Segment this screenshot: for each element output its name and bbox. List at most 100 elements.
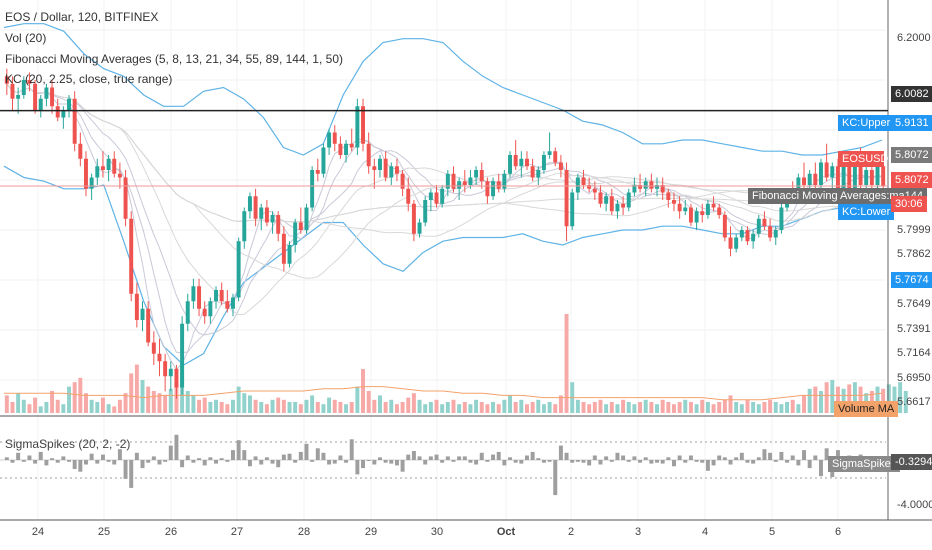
volume-bar <box>151 391 156 413</box>
candle-body <box>27 80 32 84</box>
volume-bar <box>117 399 122 413</box>
volume-bar <box>587 404 592 413</box>
candle-body <box>16 95 21 99</box>
candle-body <box>400 173 405 189</box>
sigma-spike-bar <box>394 460 399 466</box>
sigma-spike-bar <box>587 460 592 466</box>
volume-bar <box>847 384 852 413</box>
x-tick-2: 2 <box>567 526 575 538</box>
volume-bar <box>197 399 202 413</box>
kc-lower-price-badge: 5.7674 <box>891 272 932 288</box>
volume-bar <box>89 399 94 413</box>
sigma-spike-bar <box>575 460 580 462</box>
volume-bar <box>264 404 269 413</box>
candle-body <box>536 170 541 178</box>
volume-bar <box>327 397 332 413</box>
candle-body <box>72 98 77 144</box>
candle-body <box>841 162 846 189</box>
candle-body <box>864 170 869 185</box>
sigma-spike-bar <box>264 457 269 460</box>
sigma-spike-bar <box>813 455 818 460</box>
candle-body <box>214 290 218 302</box>
candle-body <box>383 158 388 178</box>
hline-price-badge: 6.0082 <box>891 86 932 102</box>
volume-bar <box>428 402 433 413</box>
candle-body <box>830 166 835 178</box>
volume-bar <box>615 404 620 413</box>
volume-bar <box>564 314 569 413</box>
volume-bar <box>649 402 654 413</box>
candle-body <box>705 203 710 215</box>
volume-ma-tag: Volume MA <box>834 401 899 417</box>
candle-body <box>626 192 631 208</box>
volume-bar <box>208 402 213 413</box>
sigma-spike-bar <box>417 456 422 460</box>
volume-bar <box>643 399 648 413</box>
candle-body <box>581 177 586 185</box>
sigma-spike-bar <box>406 454 411 460</box>
volume-bar <box>344 404 349 413</box>
candle-body <box>95 166 100 178</box>
sigma-spike-bar <box>16 452 21 460</box>
candle-body <box>558 162 563 170</box>
volume-bar <box>779 404 784 413</box>
candle-body <box>677 203 682 212</box>
fma-line-144 <box>6 83 884 223</box>
candle-body <box>604 196 609 204</box>
keltner-channel <box>3 23 883 366</box>
candle-body <box>332 132 337 144</box>
volume-bar <box>655 404 659 413</box>
candle-body <box>541 155 546 170</box>
candle-body <box>157 353 162 362</box>
volume-bar <box>626 402 631 413</box>
volume-bar <box>38 406 43 413</box>
candle-body <box>564 170 569 227</box>
sigma-spike-bar <box>835 450 840 460</box>
candle-body <box>479 170 484 182</box>
candle-body <box>100 166 105 170</box>
volume-bar <box>751 402 756 413</box>
sigma-spike-bar <box>558 445 563 460</box>
volume-bar <box>411 393 416 413</box>
legend-fma[interactable]: Fibonacci Moving Averages (5, 8, 13, 21,… <box>5 52 343 66</box>
volume-bar <box>33 397 38 413</box>
fma-line-8 <box>6 83 884 354</box>
sigma-spike-bar <box>84 460 88 465</box>
volume-bar <box>835 386 840 413</box>
candle-body <box>530 166 535 178</box>
legend-kc[interactable]: KC (20, 2.25, close, true range) <box>5 72 173 86</box>
x-tick-27: 27 <box>230 526 244 538</box>
candles[interactable] <box>4 68 886 399</box>
last-price-red-badge: 5.8072 <box>891 172 932 188</box>
candle-body <box>666 192 671 200</box>
legend-symbol[interactable]: EOS / Dollar, 120, BITFINEX <box>5 10 159 24</box>
sigma-spike-bar <box>163 460 168 462</box>
candle-body <box>643 181 648 189</box>
volume-bar <box>50 391 55 413</box>
candle-body <box>242 211 247 242</box>
sigma-spike-bar <box>445 456 450 460</box>
volume-bar <box>315 402 320 413</box>
candle-body <box>756 218 761 234</box>
volume-bar <box>819 391 823 413</box>
candle-body <box>457 181 462 189</box>
candle-body <box>462 181 467 185</box>
sigma-spike-bar <box>168 445 173 460</box>
volume-bar <box>394 404 399 413</box>
sigma-spike-bar <box>485 460 490 462</box>
candle-body <box>858 166 863 185</box>
volume-bar <box>705 402 710 413</box>
volume-bar <box>598 399 603 413</box>
volume-bar <box>875 386 880 413</box>
volume-bar <box>440 404 445 413</box>
candle-body <box>694 211 699 223</box>
volume-bar <box>575 399 580 413</box>
x-tick-oct: Oct <box>496 526 516 538</box>
kc-upper-line <box>3 23 883 156</box>
sigma-spike-bar <box>338 455 343 460</box>
volume-bar <box>513 402 518 413</box>
legend-sigmaspikes[interactable]: SigmaSpikes (20, 2, -2) <box>5 437 131 451</box>
legend-volume[interactable]: Vol (20) <box>5 31 47 45</box>
sigma-spike-bar <box>157 460 162 465</box>
